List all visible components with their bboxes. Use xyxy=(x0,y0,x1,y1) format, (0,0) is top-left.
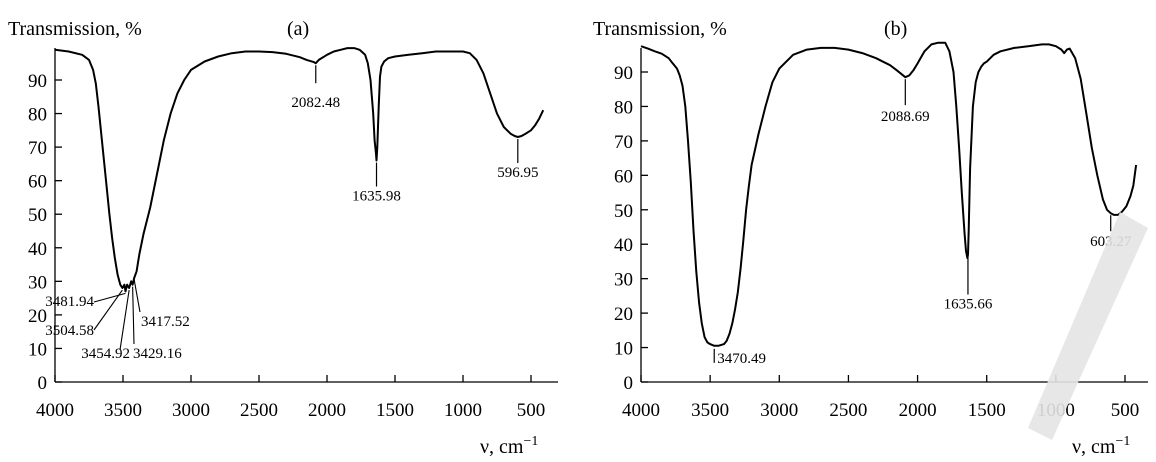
panel-a-xlabel-sup: −1 xyxy=(523,434,538,449)
y-tick-label: 20 xyxy=(614,304,633,325)
panel-a-label: (a) xyxy=(287,18,309,40)
panel-a-xlabel: ν, cm−1 xyxy=(480,434,538,458)
panel-a-xlabel-main: ν, cm xyxy=(480,436,524,458)
x-tick-label: 2000 xyxy=(899,400,937,421)
panel-a-spectrum-line xyxy=(55,48,543,291)
peak-leader-line xyxy=(94,293,125,302)
peak-label: 3429.16 xyxy=(133,346,182,362)
x-tick-label: 3000 xyxy=(172,400,210,421)
panel-a: Transmission, % (a) 0102030405060708090 … xyxy=(8,18,558,458)
y-tick-label: 30 xyxy=(28,272,47,293)
x-tick-label: 2000 xyxy=(308,400,346,421)
y-tick-label: 0 xyxy=(624,373,634,394)
peak-label: 2082.48 xyxy=(291,95,340,111)
panel-b-xlabel-main: ν, cm xyxy=(1072,436,1116,458)
peak-label: 3470.49 xyxy=(717,351,766,367)
x-tick-label: 3500 xyxy=(691,400,729,421)
panel-b-spectrum-line xyxy=(641,43,1136,346)
panel-a-y-ticks: 0 10 20 30 40 50 60 70 80 90 xyxy=(28,71,62,394)
y-tick-label: 80 xyxy=(614,97,633,118)
panel-a-ylabel: Transmission, % xyxy=(8,18,142,40)
peak-label: 596.95 xyxy=(497,165,538,181)
y-tick-label: 50 xyxy=(614,201,633,222)
y-tick-label: 90 xyxy=(614,63,633,84)
x-tick-label: 4000 xyxy=(36,400,74,421)
peak-label: 3481.94 xyxy=(45,294,94,310)
peak-label: 1635.98 xyxy=(352,189,401,205)
x-tick-label: 500 xyxy=(1111,400,1140,421)
x-tick-label: 1500 xyxy=(376,400,414,421)
y-tick-label: 60 xyxy=(614,166,633,187)
panel-b-label: (b) xyxy=(884,18,907,40)
x-tick-label: 2500 xyxy=(240,400,278,421)
y-tick-label: 20 xyxy=(28,306,47,327)
y-tick-label: 80 xyxy=(28,105,47,126)
y-tick-label: 40 xyxy=(614,235,633,256)
y-tick-label: 40 xyxy=(28,239,47,260)
y-tick-label: 30 xyxy=(614,270,633,291)
panel-b-xlabel-sup: −1 xyxy=(1115,434,1130,449)
x-tick-label: 4000 xyxy=(622,400,660,421)
peak-leader-line xyxy=(94,290,122,330)
x-tick-label: 1500 xyxy=(968,400,1006,421)
peak-label: 2088.69 xyxy=(881,109,930,125)
x-tick-label: 3000 xyxy=(760,400,798,421)
panel-b-xlabel: ν, cm−1 xyxy=(1072,434,1130,458)
peak-leader-line xyxy=(134,280,140,312)
y-tick-label: 70 xyxy=(28,138,47,159)
y-tick-label: 10 xyxy=(614,339,633,360)
x-tick-label: 2500 xyxy=(829,400,867,421)
x-tick-label: 3500 xyxy=(104,400,142,421)
y-tick-label: 60 xyxy=(28,172,47,193)
panel-b-ylabel: Transmission, % xyxy=(593,18,727,40)
panel-b-y-ticks: 0 10 20 30 40 50 60 70 80 90 xyxy=(614,63,648,394)
peak-label: 3454.92 xyxy=(81,346,130,362)
y-tick-label: 0 xyxy=(38,373,48,394)
y-tick-label: 90 xyxy=(28,71,47,92)
panel-a-peak-annotations: 2082.48 1635.98 596.95 3481.94 3504.58 3454.9… xyxy=(45,65,538,362)
peak-label: 1635.66 xyxy=(944,297,993,313)
y-tick-label: 50 xyxy=(28,205,47,226)
peak-label: 3504.58 xyxy=(45,323,94,339)
y-tick-label: 10 xyxy=(28,339,47,360)
peak-label: 3417.52 xyxy=(141,314,190,330)
peak-leader-line xyxy=(120,290,129,350)
y-tick-label: 70 xyxy=(614,132,633,153)
x-tick-label: 1000 xyxy=(444,400,482,421)
x-tick-label: 500 xyxy=(517,400,546,421)
peak-leader-line xyxy=(133,287,134,344)
